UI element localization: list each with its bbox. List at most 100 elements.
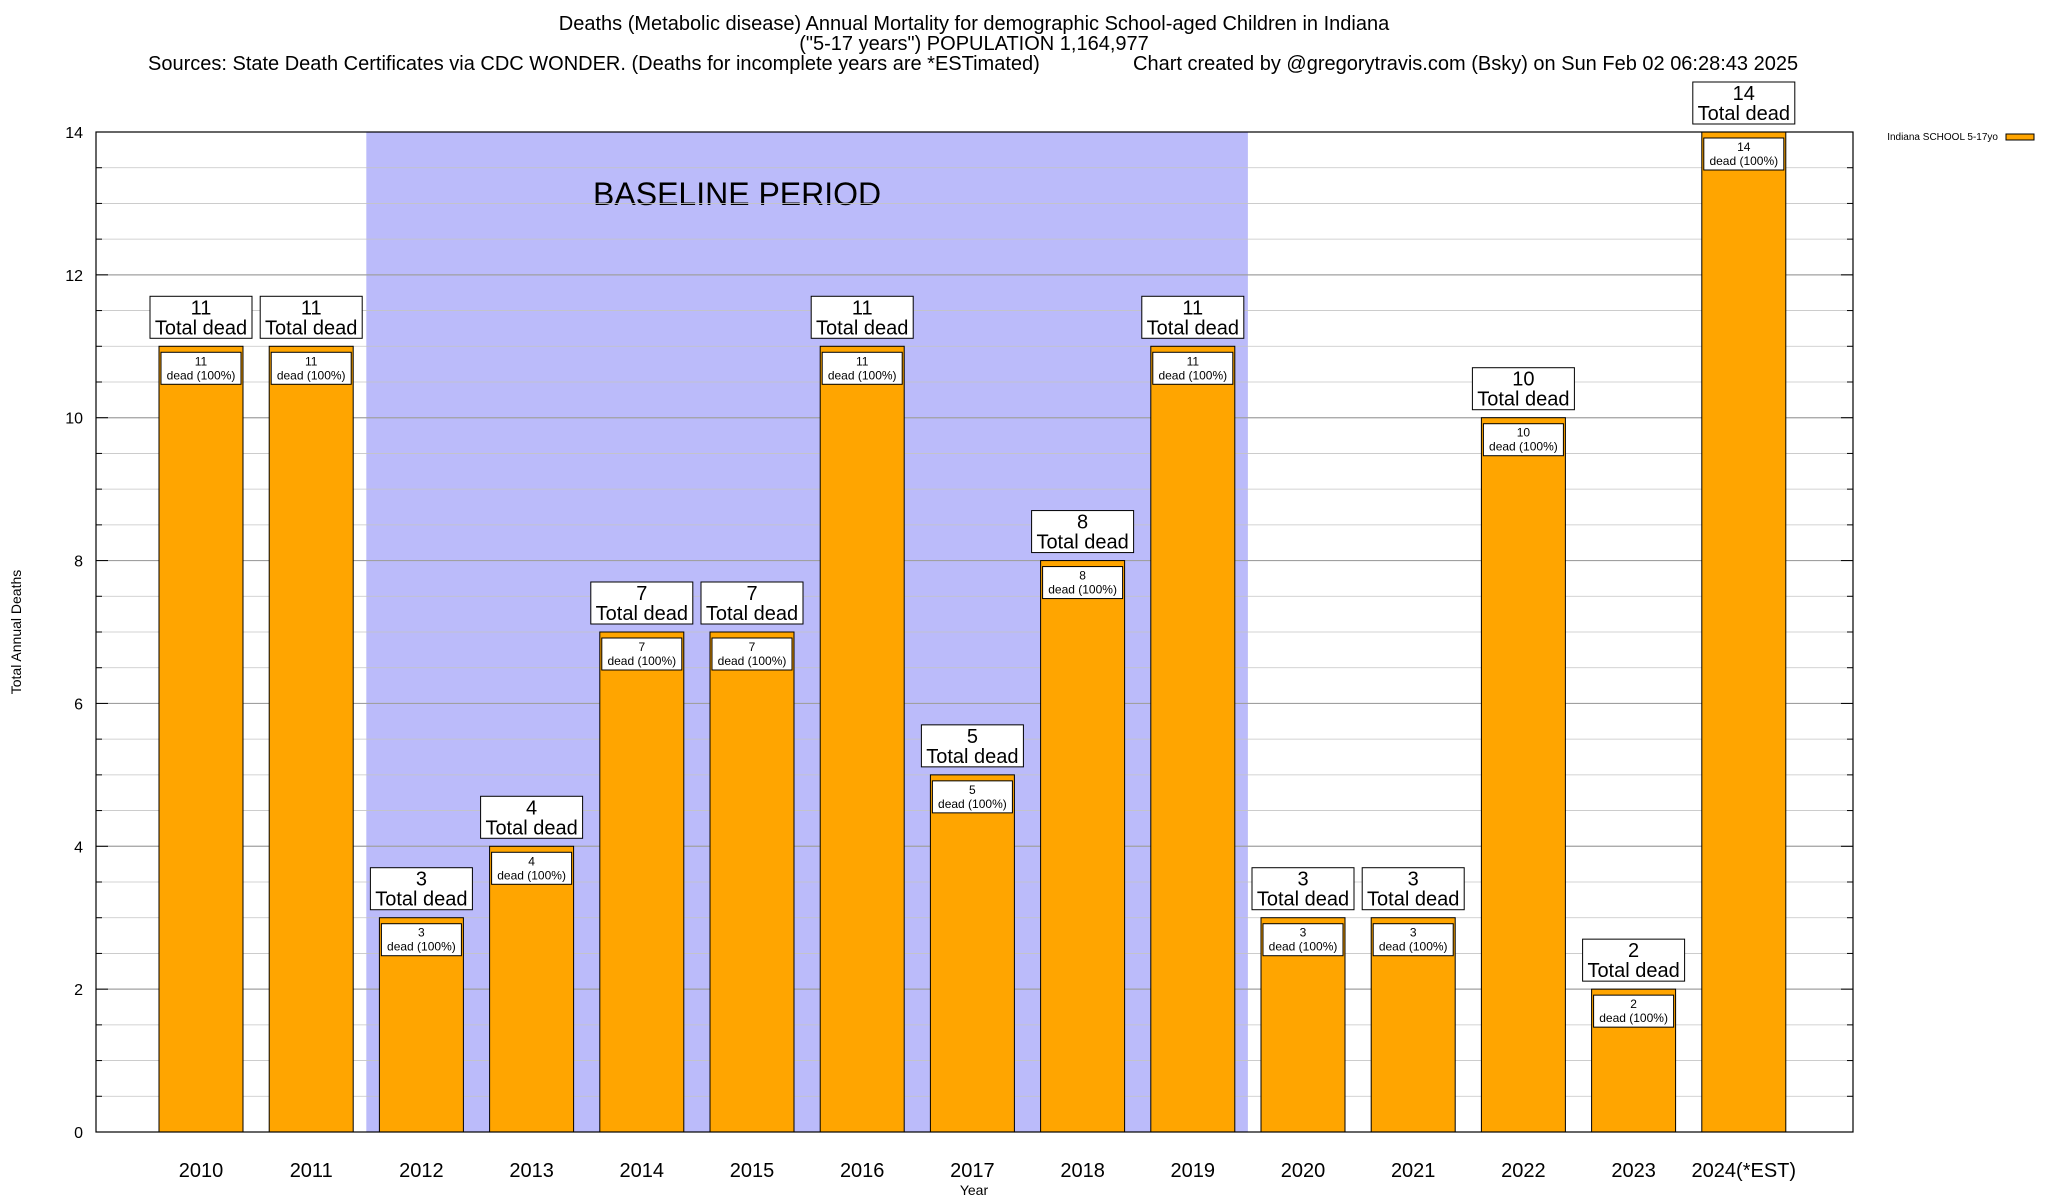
bar-total-text-label: Total dead (1147, 317, 1239, 339)
bar-total-value-label: 2 (1628, 940, 1639, 962)
x-tick-label: 2024(*EST) (1692, 1160, 1797, 1182)
bar (819, 345, 905, 1133)
y-tick-label: 4 (74, 839, 83, 856)
bar-inner-percent-label: dead (100%) (607, 654, 676, 668)
y-tick-label: 0 (74, 1125, 83, 1142)
bar-total-label-box (1361, 867, 1465, 911)
bar-inner-value-label: 11 (305, 354, 318, 368)
bar-total-label-box (369, 867, 473, 911)
y-tick-label: 12 (65, 268, 83, 285)
y-tick-label: 8 (74, 554, 83, 571)
bar (599, 631, 685, 1133)
x-tick-label: 2015 (730, 1160, 775, 1182)
x-tick-label: 2020 (1281, 1160, 1326, 1182)
bar-inner-value-label: 7 (638, 640, 645, 654)
bar-inner-percent-label: dead (100%) (277, 368, 346, 382)
bar-total-text-label: Total dead (1698, 103, 1790, 125)
x-tick-label: 2016 (840, 1160, 885, 1182)
bar-inner-percent-label: dead (100%) (167, 368, 236, 382)
y-tick-label: 6 (74, 696, 83, 713)
bar-inner-label-box (601, 637, 683, 671)
bar-total-value-label: 4 (526, 797, 537, 819)
bar (489, 845, 575, 1133)
bar-total-value-label: 5 (967, 726, 978, 748)
bar-total-text-label: Total dead (926, 746, 1018, 768)
bar-total-value-label: 7 (636, 583, 647, 605)
bar-inner-value-label: 10 (1517, 426, 1531, 440)
x-tick-label: 2019 (1171, 1160, 1216, 1182)
bar-inner-value-label: 5 (969, 783, 976, 797)
bar-total-value-label: 11 (1182, 297, 1203, 319)
bar-inner-label-box (1372, 923, 1454, 957)
chart-subtitle: ("5-17 years") POPULATION 1,164,977 (799, 33, 1149, 55)
bar-total-value-label: 3 (1297, 869, 1308, 891)
bar-inner-value-label: 3 (1410, 926, 1417, 940)
bar-inner-percent-label: dead (100%) (1379, 940, 1448, 954)
bar (929, 774, 1015, 1133)
bar-total-label-box (1251, 867, 1355, 911)
bar (1150, 345, 1236, 1133)
bar-inner-percent-label: dead (100%) (1048, 583, 1117, 597)
bar-total-value-label: 7 (746, 583, 757, 605)
bar-total-label-box (259, 295, 363, 339)
bar-inner-label-box (1262, 923, 1344, 957)
bar-total-label-box (700, 581, 804, 625)
bar-total-text-label: Total dead (265, 317, 357, 339)
bar-inner-percent-label: dead (100%) (1158, 368, 1227, 382)
bar-inner-label-box (1593, 994, 1675, 1028)
bar-inner-value-label: 11 (1187, 354, 1200, 368)
bar-total-text-label: Total dead (706, 603, 798, 625)
bar-total-text-label: Total dead (485, 817, 577, 839)
bar-total-text-label: Total dead (1587, 960, 1679, 982)
bar-inner-label-box (491, 851, 573, 885)
bar-inner-label-box (931, 780, 1013, 814)
bar-total-text-label: Total dead (155, 317, 247, 339)
bar-total-value-label: 8 (1077, 512, 1088, 534)
y-tick-label: 14 (65, 125, 83, 142)
bar (709, 631, 795, 1133)
bar-total-label-box (810, 295, 914, 339)
bar-total-label-box (1031, 510, 1135, 554)
bar-inner-value-label: 3 (418, 926, 425, 940)
x-tick-label: 2021 (1391, 1160, 1436, 1182)
x-tick-label: 2010 (179, 1160, 224, 1182)
bar-total-text-label: Total dead (816, 317, 908, 339)
bar-total-text-label: Total dead (1477, 389, 1569, 411)
bar-inner-label-box (270, 351, 352, 385)
bar-total-text-label: Total dead (375, 889, 467, 911)
bar-total-label-box (480, 795, 584, 839)
bar-total-label-box (920, 724, 1024, 768)
axes-layer: 0 2 4 6 8 10 12 14 2010 2011 2012 2013 2014 2015 2016 2… (8, 125, 1854, 1198)
y-axis-title: Total Annual Deaths (8, 570, 24, 695)
chart-sources: Sources: State Death Certificates via CD… (148, 53, 1040, 75)
bar-inner-label-box (1703, 137, 1785, 171)
chart-title: Deaths (Metabolic disease) Annual Mortal… (558, 13, 1390, 35)
x-tick-label: 2018 (1060, 1160, 1105, 1182)
bar-total-text-label: Total dead (1036, 532, 1128, 554)
x-tick-label: 2022 (1501, 1160, 1546, 1182)
bar-total-value-label: 3 (1408, 869, 1419, 891)
x-tick-label: 2011 (290, 1160, 333, 1182)
bar-inner-label-box (821, 351, 903, 385)
bar-inner-percent-label: dead (100%) (387, 940, 456, 954)
bar-inner-label-box (1152, 351, 1234, 385)
bar-total-value-label: 11 (191, 297, 212, 319)
bar (1480, 417, 1566, 1133)
bar-inner-value-label: 2 (1630, 997, 1637, 1011)
bar-total-text-label: Total dead (1367, 889, 1459, 911)
bar-total-value-label: 10 (1512, 369, 1534, 391)
bar-inner-percent-label: dead (100%) (497, 868, 566, 882)
bar-inner-percent-label: dead (100%) (1489, 440, 1558, 454)
bar-total-label-box (1141, 295, 1245, 339)
bar-inner-label-box (1482, 423, 1564, 457)
bar-inner-label-box (711, 637, 793, 671)
bar-inner-label-box (380, 923, 462, 957)
x-tick-label: 2023 (1611, 1160, 1656, 1182)
bar-total-value-label: 3 (416, 869, 427, 891)
x-tick-label: 2013 (509, 1160, 554, 1182)
bar-total-text-label: Total dead (1257, 889, 1349, 911)
bar (1040, 560, 1126, 1133)
bar-inner-value-label: 4 (528, 854, 535, 868)
y-tick-label: 10 (65, 411, 83, 428)
bar-total-value-label: 11 (852, 297, 873, 319)
